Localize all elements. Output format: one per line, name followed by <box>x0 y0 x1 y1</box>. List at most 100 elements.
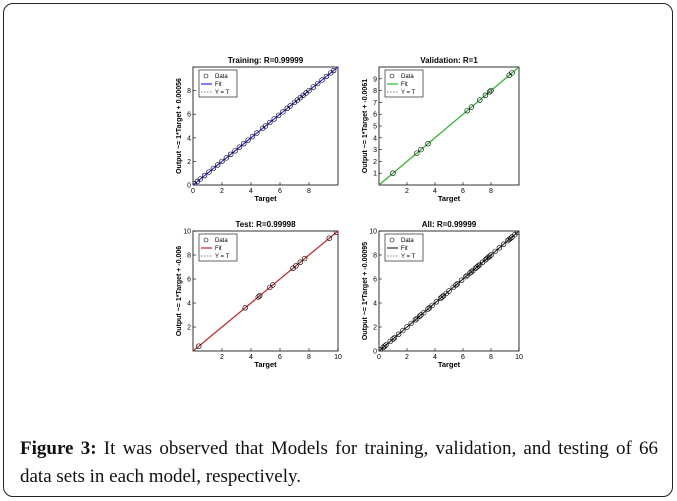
fit-line <box>379 67 519 185</box>
y-tick-label: 8 <box>187 253 191 260</box>
y-tick-label: 4 <box>373 301 377 308</box>
legend-label-data: Data <box>401 74 414 80</box>
x-tick-label: 2 <box>405 188 409 195</box>
data-point <box>477 97 483 103</box>
y-tick-label: 6 <box>187 277 191 284</box>
data-point <box>412 317 419 323</box>
legend-data-marker <box>203 237 209 243</box>
data-point <box>219 158 225 165</box>
data-point <box>241 141 247 147</box>
data-point <box>306 87 312 94</box>
legend-label-data: Data <box>215 74 228 80</box>
data-point <box>297 259 303 265</box>
data-point <box>330 67 337 74</box>
data-point <box>293 263 299 269</box>
legend-label-identity: Y = T <box>215 90 230 96</box>
data-point <box>315 80 321 87</box>
data-point <box>509 70 515 76</box>
data-point <box>383 342 389 348</box>
x-tick-label: 4 <box>433 188 437 195</box>
legend-label-identity: Y = T <box>401 254 416 260</box>
data-point <box>249 133 256 140</box>
data-point <box>453 282 459 288</box>
data-point <box>408 320 414 327</box>
data-point <box>418 146 424 153</box>
x-tick-label: 6 <box>278 354 282 361</box>
x-axis-label: Target <box>438 194 461 203</box>
legend-label-identity: Y = T <box>401 90 416 96</box>
data-point <box>400 327 406 334</box>
y-tick-label: 4 <box>187 135 191 142</box>
data-point <box>464 107 470 114</box>
y-tick-label: 10 <box>183 229 191 236</box>
data-point <box>463 273 469 280</box>
data-point <box>242 305 248 311</box>
data-point <box>245 137 251 143</box>
data-point <box>433 299 440 305</box>
x-tick-label: 0 <box>191 188 195 195</box>
chart-panel-3: Test: R=0.99998 2 4 6 8 10 2 4 6 8 10 Target Output … <box>176 220 342 369</box>
plot-content <box>193 67 338 185</box>
data-point <box>446 288 452 294</box>
x-tick-label: 4 <box>433 354 437 361</box>
data-point <box>326 235 332 241</box>
fit-line <box>193 67 338 185</box>
data-point <box>454 281 461 287</box>
data-point <box>391 335 398 341</box>
data-point <box>197 176 203 182</box>
data-point <box>507 235 514 241</box>
data-point <box>492 248 498 255</box>
y-tick-label: 6 <box>373 277 377 284</box>
y-tick-label: 4 <box>187 301 191 308</box>
data-point <box>201 172 208 179</box>
y-tick-label: 2 <box>373 159 377 166</box>
x-tick-label: 8 <box>307 188 311 195</box>
data-point <box>280 109 286 115</box>
plot-content <box>193 231 338 351</box>
y-tick-label: 5 <box>373 124 377 131</box>
data-point <box>404 324 410 330</box>
data-point <box>425 306 431 312</box>
y-tick-label: 2 <box>187 325 191 332</box>
data-point <box>254 130 260 136</box>
y-axis-label: Output ~= 1*Target + -0.0061 <box>362 79 369 173</box>
y-axis-label: Output ~= 1*Target + -0.006 <box>176 246 183 336</box>
chart-panel-2: Validation: R=1 2 4 6 8 1 2 3 4 5 6 7 8 9 Target Output… <box>362 56 520 203</box>
legend-label-data: Data <box>215 238 228 244</box>
data-point <box>287 103 293 109</box>
x-axis-label: Target <box>254 194 277 203</box>
x-tick-label: 6 <box>278 188 282 195</box>
data-point <box>206 169 212 175</box>
y-tick-label: 6 <box>373 112 377 119</box>
data-point <box>255 294 261 300</box>
data-point <box>381 343 388 349</box>
legend-data-marker <box>389 237 395 243</box>
data-point <box>236 144 243 150</box>
data-point <box>429 302 435 309</box>
data-point <box>416 313 423 319</box>
data-point <box>486 253 493 259</box>
legend-label-fit: Fit <box>401 246 408 252</box>
y-tick-label: 8 <box>373 253 377 260</box>
y-tick-label: 1 <box>373 171 377 178</box>
data-point <box>301 255 308 262</box>
data-point <box>270 282 276 288</box>
data-point <box>421 309 427 316</box>
data-point <box>468 104 475 110</box>
data-point <box>257 293 263 299</box>
x-tick-label: 8 <box>489 354 493 361</box>
y-tick-label: 2 <box>187 159 191 166</box>
data-point <box>228 151 234 158</box>
data-point <box>267 119 273 126</box>
data-point <box>395 331 402 337</box>
data-point <box>482 92 489 99</box>
data-point <box>319 77 325 83</box>
x-tick-label: 6 <box>461 188 465 195</box>
chart-title: All: R=0.99999 <box>422 220 477 229</box>
chart-title: Validation: R=1 <box>420 56 478 65</box>
fit-line <box>379 231 519 351</box>
legend-label-data: Data <box>401 238 414 244</box>
x-tick-label: 6 <box>461 354 465 361</box>
figure-caption-label: Figure 3: <box>20 438 97 459</box>
legend-label-fit: Fit <box>401 82 408 88</box>
